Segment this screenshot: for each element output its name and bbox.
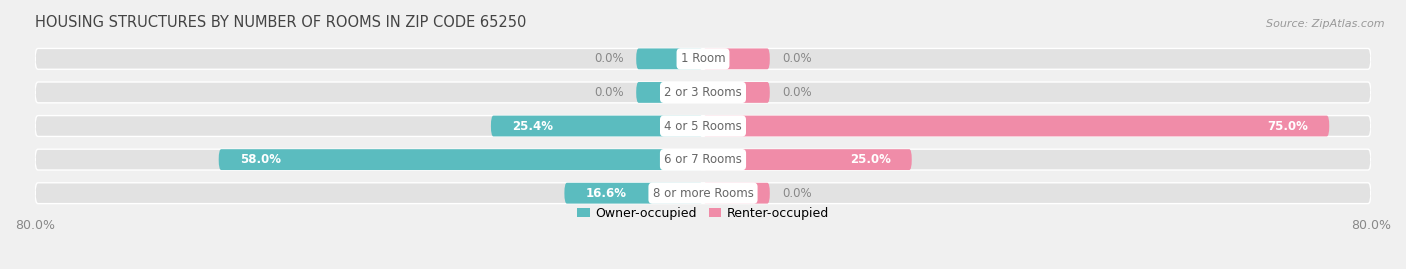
Text: 58.0%: 58.0% bbox=[239, 153, 281, 166]
Text: 4 or 5 Rooms: 4 or 5 Rooms bbox=[664, 119, 742, 133]
FancyBboxPatch shape bbox=[636, 48, 703, 69]
Text: 8 or more Rooms: 8 or more Rooms bbox=[652, 187, 754, 200]
Text: Source: ZipAtlas.com: Source: ZipAtlas.com bbox=[1267, 19, 1385, 29]
FancyBboxPatch shape bbox=[35, 149, 1371, 170]
Text: 0.0%: 0.0% bbox=[782, 86, 811, 99]
Text: 2 or 3 Rooms: 2 or 3 Rooms bbox=[664, 86, 742, 99]
Text: 16.6%: 16.6% bbox=[585, 187, 626, 200]
FancyBboxPatch shape bbox=[35, 116, 1371, 136]
Text: 25.4%: 25.4% bbox=[512, 119, 553, 133]
FancyBboxPatch shape bbox=[703, 183, 770, 204]
Text: 0.0%: 0.0% bbox=[782, 52, 811, 65]
FancyBboxPatch shape bbox=[703, 82, 770, 103]
Text: 1 Room: 1 Room bbox=[681, 52, 725, 65]
FancyBboxPatch shape bbox=[35, 82, 1371, 103]
FancyBboxPatch shape bbox=[35, 183, 1371, 204]
Text: 0.0%: 0.0% bbox=[782, 187, 811, 200]
FancyBboxPatch shape bbox=[491, 116, 703, 136]
FancyBboxPatch shape bbox=[564, 183, 703, 204]
FancyBboxPatch shape bbox=[703, 48, 770, 69]
Legend: Owner-occupied, Renter-occupied: Owner-occupied, Renter-occupied bbox=[572, 202, 834, 225]
FancyBboxPatch shape bbox=[636, 82, 703, 103]
FancyBboxPatch shape bbox=[703, 116, 1329, 136]
Text: 0.0%: 0.0% bbox=[595, 86, 624, 99]
Text: 0.0%: 0.0% bbox=[595, 52, 624, 65]
FancyBboxPatch shape bbox=[219, 149, 703, 170]
FancyBboxPatch shape bbox=[35, 48, 1371, 69]
Text: 6 or 7 Rooms: 6 or 7 Rooms bbox=[664, 153, 742, 166]
Text: HOUSING STRUCTURES BY NUMBER OF ROOMS IN ZIP CODE 65250: HOUSING STRUCTURES BY NUMBER OF ROOMS IN… bbox=[35, 15, 526, 30]
Text: 25.0%: 25.0% bbox=[851, 153, 891, 166]
FancyBboxPatch shape bbox=[703, 149, 911, 170]
Text: 75.0%: 75.0% bbox=[1267, 119, 1309, 133]
